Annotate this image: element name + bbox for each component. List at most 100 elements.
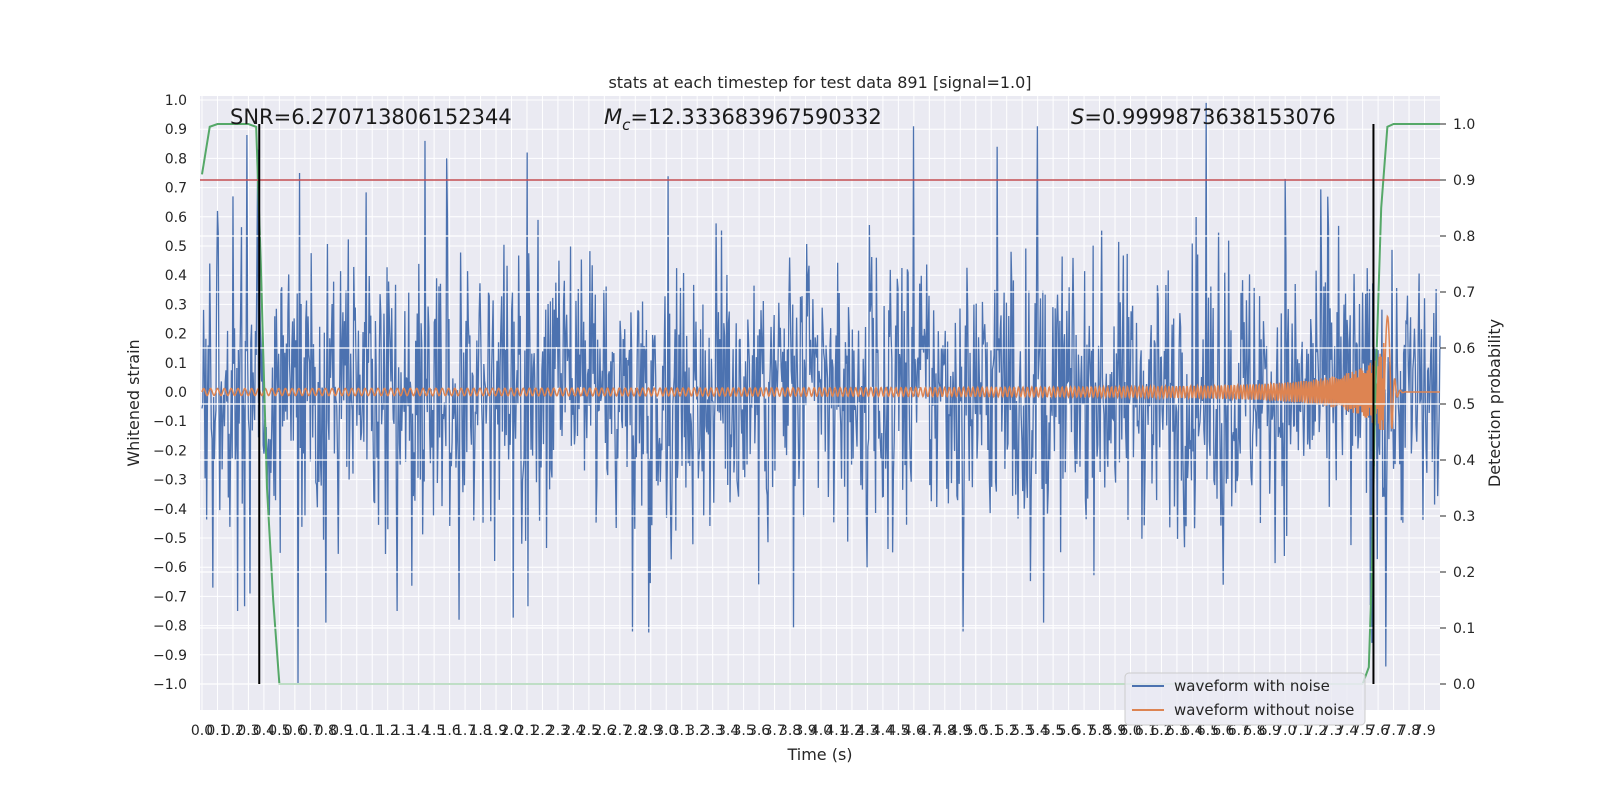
y-right-tick-label: 0.7 bbox=[1453, 285, 1475, 301]
x-tick-label: 5.5 bbox=[1042, 723, 1064, 739]
x-tick-label: 2.0 bbox=[500, 723, 522, 739]
x-tick-label: 1.1 bbox=[361, 723, 383, 739]
x-tick-label: 3.7 bbox=[763, 723, 785, 739]
x-tick-label: 2.1 bbox=[516, 723, 538, 739]
x-tick-label: 0.9 bbox=[330, 723, 352, 739]
x-tick-label: 4.6 bbox=[903, 723, 925, 739]
y-left-tick-label: 0.2 bbox=[165, 327, 187, 343]
y-axis-label-left: Whitened strain bbox=[124, 339, 143, 466]
x-tick-label: 5.7 bbox=[1073, 723, 1095, 739]
x-tick-label: 3.5 bbox=[732, 723, 754, 739]
y-left-tick-label: −0.2 bbox=[153, 443, 187, 459]
x-tick-label: 3.6 bbox=[748, 723, 770, 739]
x-tick-label: 6.2 bbox=[1150, 723, 1172, 739]
y-left-tick-label: 1.0 bbox=[165, 93, 187, 109]
y-right-tick-label: 0.2 bbox=[1453, 565, 1475, 581]
y-right-tick-label: 0.0 bbox=[1453, 677, 1475, 693]
x-tick-label: 6.7 bbox=[1228, 723, 1250, 739]
x-tick-label: 5.2 bbox=[996, 723, 1018, 739]
legend-label-without-noise: waveform without noise bbox=[1174, 701, 1354, 719]
y-right-tick-labels: 1.0 0.9 0.8 0.7 0.6 0.5 0.4 0.3 0.2 0.1 0.0 bbox=[1440, 117, 1475, 693]
x-axis-label: Time (s) bbox=[786, 745, 852, 764]
x-tick-label: 4.5 bbox=[887, 723, 909, 739]
x-tick-label: 2.6 bbox=[593, 723, 615, 739]
y-right-tick-label: 0.9 bbox=[1453, 173, 1475, 189]
x-tick-label: 4.8 bbox=[934, 723, 956, 739]
x-tick-label: 0.8 bbox=[315, 723, 337, 739]
legend: waveform with noise waveform without noi… bbox=[1124, 672, 1366, 726]
x-tick-label: 1.2 bbox=[377, 723, 399, 739]
chirp-series-layer bbox=[201, 314, 1440, 431]
x-tick-label: 7.0 bbox=[1274, 723, 1296, 739]
chirp-mass-symbol: M bbox=[604, 105, 622, 129]
y-left-tick-label: 0.3 bbox=[165, 297, 187, 313]
x-tick-label: 5.3 bbox=[1011, 723, 1033, 739]
x-tick-label: 0.0 bbox=[191, 723, 213, 739]
y-left-tick-label: 0.4 bbox=[165, 268, 187, 284]
x-tick-label: 0.2 bbox=[222, 723, 244, 739]
y-left-tick-label: 0.5 bbox=[165, 239, 187, 255]
x-tick-label: 1.7 bbox=[454, 723, 476, 739]
chart-title: stats at each timestep for test data 891… bbox=[608, 73, 1031, 92]
x-tick-label: 5.9 bbox=[1104, 723, 1126, 739]
x-tick-label: 0.1 bbox=[206, 723, 228, 739]
y-right-tick-label: 0.6 bbox=[1453, 341, 1475, 357]
score-symbol: S bbox=[1071, 105, 1084, 129]
x-tick-label: 4.4 bbox=[872, 723, 894, 739]
y-right-tick-label: 0.3 bbox=[1453, 509, 1475, 525]
x-tick-label: 6.5 bbox=[1197, 723, 1219, 739]
x-tick-label: 6.0 bbox=[1119, 723, 1141, 739]
x-tick-label: 4.2 bbox=[841, 723, 863, 739]
x-tick-label: 5.1 bbox=[980, 723, 1002, 739]
snr-annotation: SNR=6.270713806152344 bbox=[230, 105, 512, 129]
x-tick-label: 7.5 bbox=[1351, 723, 1373, 739]
y-right-tick-label: 0.5 bbox=[1453, 397, 1475, 413]
y-axis-label-right: Detection probability bbox=[1485, 319, 1504, 487]
x-tick-label: 7.7 bbox=[1382, 723, 1404, 739]
x-tick-label: 2.4 bbox=[562, 723, 584, 739]
x-tick-label: 2.5 bbox=[578, 723, 600, 739]
x-tick-label: 0.3 bbox=[237, 723, 259, 739]
x-tick-label: 5.4 bbox=[1027, 723, 1049, 739]
x-tick-label: 0.6 bbox=[284, 723, 306, 739]
x-tick-label: 4.0 bbox=[810, 723, 832, 739]
x-tick-label: 6.4 bbox=[1181, 723, 1203, 739]
x-tick-label: 4.9 bbox=[949, 723, 971, 739]
y-left-tick-label: −0.4 bbox=[153, 502, 187, 518]
x-tick-label: 3.8 bbox=[779, 723, 801, 739]
y-left-tick-label: 0.9 bbox=[165, 122, 187, 138]
x-tick-label: 1.3 bbox=[392, 723, 414, 739]
y-right-tick-label: 1.0 bbox=[1453, 117, 1475, 133]
x-tick-label: 5.0 bbox=[965, 723, 987, 739]
y-right-tick-label: 0.1 bbox=[1453, 621, 1475, 637]
x-tick-label: 2.3 bbox=[547, 723, 569, 739]
x-tick-label: 0.7 bbox=[299, 723, 321, 739]
x-tick-label: 1.4 bbox=[408, 723, 430, 739]
y-left-tick-label: −0.9 bbox=[153, 648, 187, 664]
x-tick-label: 1.6 bbox=[438, 723, 460, 739]
x-tick-label: 2.7 bbox=[609, 723, 631, 739]
x-tick-label: 6.9 bbox=[1259, 723, 1281, 739]
x-tick-label: 1.8 bbox=[469, 723, 491, 739]
y-left-tick-label: 0.7 bbox=[165, 181, 187, 197]
x-tick-label: 2.2 bbox=[531, 723, 553, 739]
x-tick-label: 7.4 bbox=[1336, 723, 1358, 739]
x-tick-label: 1.0 bbox=[346, 723, 368, 739]
score-annotation: S=0.9999873638153076 bbox=[1071, 105, 1336, 129]
x-tick-label: 0.4 bbox=[253, 723, 275, 739]
strain-series-layer bbox=[201, 102, 1441, 685]
x-tick-label: 6.8 bbox=[1243, 723, 1265, 739]
x-tick-label: 2.9 bbox=[640, 723, 662, 739]
x-tick-label: 3.9 bbox=[794, 723, 816, 739]
x-tick-label: 4.3 bbox=[856, 723, 878, 739]
chirp-mass-subscript: c bbox=[622, 116, 631, 134]
x-tick-label: 6.1 bbox=[1135, 723, 1157, 739]
x-tick-label: 3.0 bbox=[655, 723, 677, 739]
x-tick-label: 4.7 bbox=[918, 723, 940, 739]
x-tick-label: 3.1 bbox=[671, 723, 693, 739]
x-tick-label: 1.5 bbox=[423, 723, 445, 739]
legend-box bbox=[1124, 672, 1366, 726]
x-tick-label: 6.6 bbox=[1212, 723, 1234, 739]
x-tick-labels: 0.00.10.20.30.40.50.60.70.80.91.01.11.21… bbox=[191, 723, 1436, 739]
